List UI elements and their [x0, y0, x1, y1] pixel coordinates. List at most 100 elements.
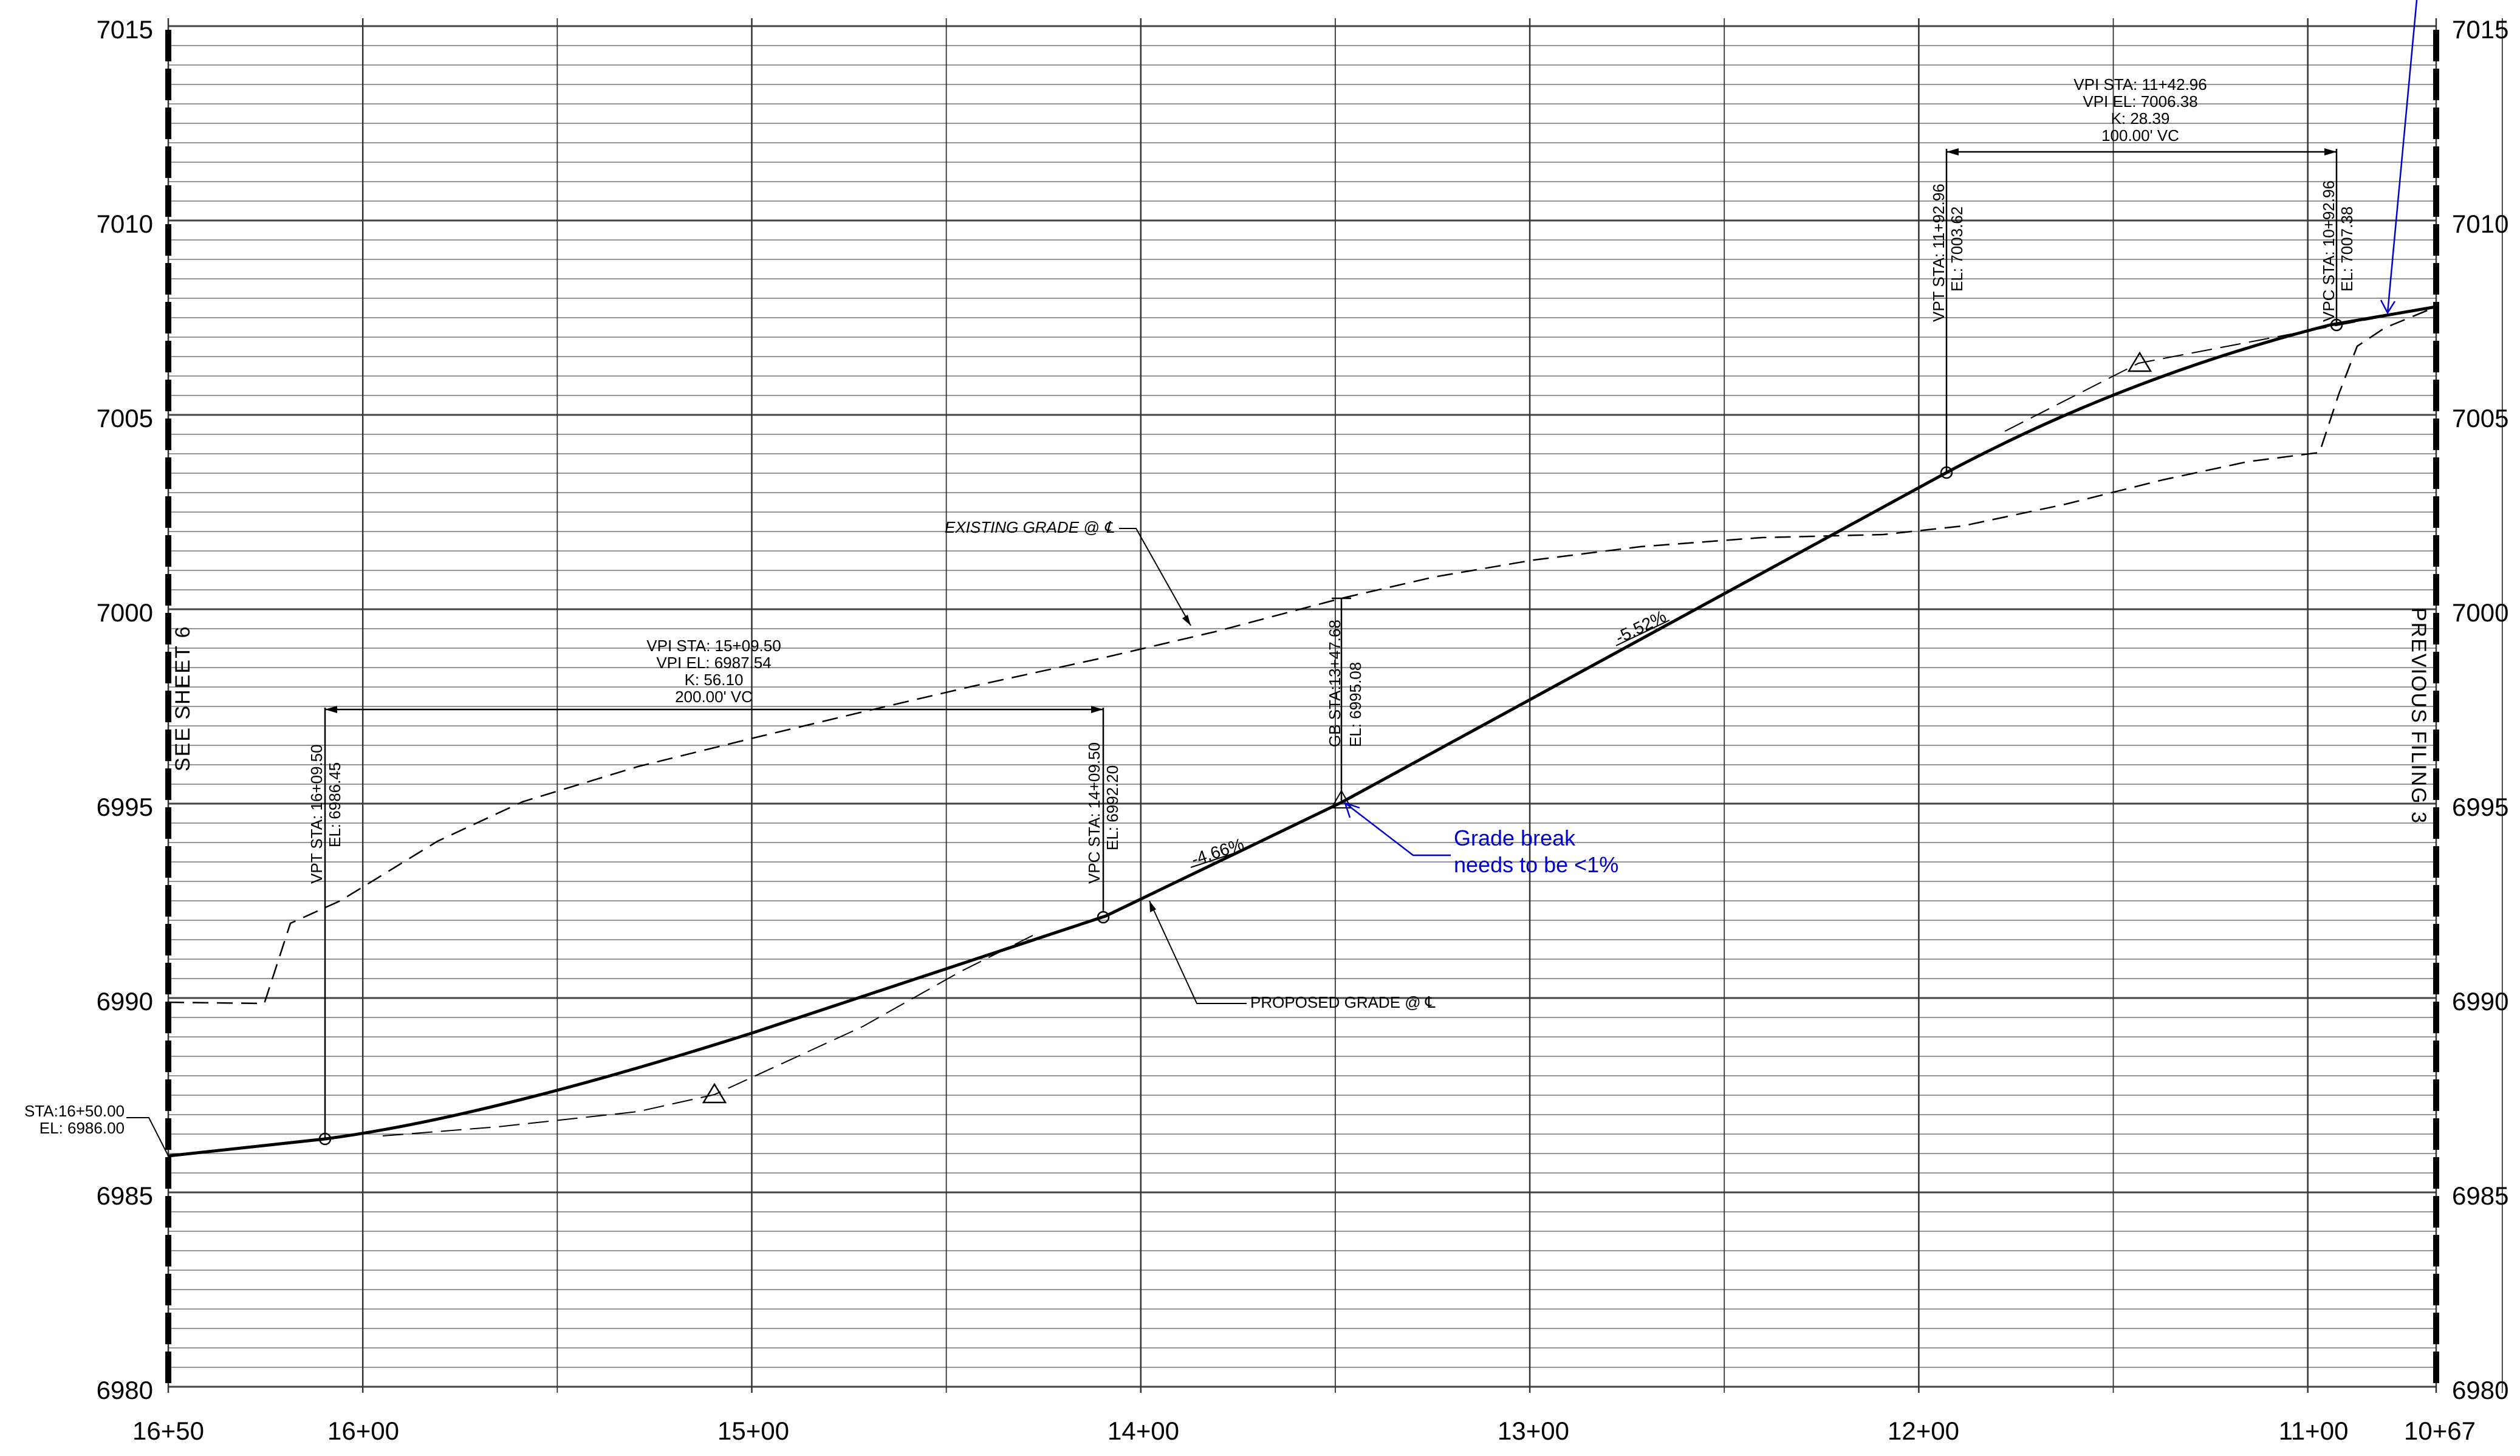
match-line-left-label: SEE SHEET 6	[171, 625, 194, 771]
elev-label-left: 6980	[97, 1376, 153, 1404]
station-label: 14+00	[1108, 1417, 1179, 1445]
station-label: 16+50	[132, 1417, 204, 1445]
start-el: EL: 6986.00	[39, 1119, 125, 1137]
review-comment-leader	[1344, 802, 1451, 856]
border-bar	[2433, 807, 2439, 839]
station-label: 10+67	[2404, 1417, 2476, 1445]
border-bar	[165, 924, 171, 955]
vpi-triangle	[702, 1082, 727, 1104]
vpc-marker	[1097, 911, 1110, 924]
border-bar	[165, 224, 171, 256]
border-bar	[165, 807, 171, 839]
station-label: 15+00	[717, 1417, 789, 1445]
curve1-vpi-sta: VPI STA: 15+09.50	[646, 637, 781, 655]
border-bar	[2433, 1002, 2439, 1033]
border-bar	[165, 263, 171, 295]
elev-label-left: 7000	[97, 598, 153, 627]
border-bar	[165, 1079, 171, 1111]
border-bar	[2433, 1313, 2439, 1344]
border-bar	[2433, 302, 2439, 333]
grid-major-lines	[168, 25, 2436, 1388]
match-line-right-label: PREVIOUS FILING 3	[2407, 607, 2430, 824]
border-bar	[165, 1313, 171, 1344]
border-bar	[165, 1235, 171, 1266]
sheet-border-bars	[165, 30, 2439, 1383]
border-bar	[2433, 108, 2439, 139]
border-bar	[165, 652, 171, 683]
station-label: 13+00	[1498, 1417, 1569, 1445]
existing-grade-line	[168, 306, 2437, 1005]
border-bar	[2433, 1041, 2439, 1072]
elev-label-right: 7010	[2452, 210, 2508, 238]
border-bar	[2433, 1079, 2439, 1111]
border-bar	[165, 1157, 171, 1189]
proposed-grade-label: PROPOSED GRADE @ ℄	[1250, 993, 1436, 1011]
border-bar	[165, 380, 171, 411]
grade-break-triangle	[1330, 789, 1352, 808]
elev-label-left: 6985	[97, 1181, 153, 1210]
border-bar	[165, 1196, 171, 1228]
elev-label-left: 7010	[97, 210, 153, 238]
review-comment-line1: Grade break	[1454, 825, 1576, 850]
grid-minor-lines	[168, 45, 2436, 1368]
curve2-vc: 100.00' VC	[2101, 126, 2179, 145]
border-bar	[165, 1041, 171, 1072]
border-bar	[165, 185, 171, 217]
curve2-vpc-el: EL: 7007.38	[2338, 207, 2356, 292]
grade-break-sta: GB STA:13+47.68	[1326, 620, 1344, 747]
elevation-axis-left: 7015 7010 7005 7000 6995 6990 6985 6980	[97, 15, 153, 1404]
border-bar	[165, 1002, 171, 1033]
border-bar	[2433, 652, 2439, 683]
proposed-grade-line	[168, 305, 2437, 1158]
border-bar	[2433, 69, 2439, 100]
curve2-dimension	[1945, 148, 2338, 473]
border-bar	[2433, 1118, 2439, 1150]
border-bar	[2433, 846, 2439, 878]
grade-label-2-underline	[1615, 620, 1670, 646]
border-bar	[2433, 224, 2439, 256]
border-bar	[165, 1352, 171, 1383]
border-bar	[2433, 457, 2439, 489]
elevation-axis-right: 7015 7010 7005 7000 6995 6990 6985 6980	[2452, 15, 2508, 1404]
border-bar	[2433, 341, 2439, 372]
elev-label-left: 6990	[97, 987, 153, 1016]
border-bar	[2433, 691, 2439, 722]
border-bar	[2433, 380, 2439, 411]
start-point-note: STA:16+50.00 EL: 6986.00	[24, 1102, 169, 1157]
review-comment-arrowhead	[1344, 802, 1360, 818]
border-bar	[165, 341, 171, 372]
review-markup-arrowhead	[2380, 299, 2396, 315]
border-bar	[2433, 768, 2439, 800]
existing-grade-upper-line	[2004, 315, 2388, 432]
existing-grade-leader-arrow	[1182, 615, 1191, 626]
border-bar	[2433, 1157, 2439, 1189]
border-bar	[165, 108, 171, 139]
border-bar	[165, 574, 171, 606]
border-bar	[165, 691, 171, 722]
border-bar	[165, 846, 171, 878]
border-bar	[2433, 963, 2439, 994]
curve1-vpt-label: VPT STA: 16+09.50	[307, 744, 326, 884]
curve1-dimension	[324, 706, 1104, 1139]
border-bar	[2433, 1274, 2439, 1305]
elev-label-right: 6995	[2452, 793, 2508, 821]
border-bar	[165, 1118, 171, 1150]
border-bar	[165, 302, 171, 333]
curve1-k: K: 56.10	[685, 671, 744, 689]
existing-grade-leader	[1119, 528, 1191, 626]
elev-label-right: 6985	[2452, 1181, 2508, 1210]
border-bar	[165, 885, 171, 917]
border-bar	[2433, 574, 2439, 606]
border-bar	[2433, 535, 2439, 567]
border-bar	[2433, 185, 2439, 217]
border-bar	[165, 963, 171, 994]
elev-label-left: 7015	[97, 15, 153, 44]
border-bar	[165, 613, 171, 644]
station-label: 12+00	[1888, 1417, 1959, 1445]
border-bar	[165, 535, 171, 567]
existing-grade-label: EXISTING GRADE @ ℄	[945, 518, 1115, 536]
elev-label-right: 7015	[2452, 15, 2508, 44]
grade-label-1-underline	[1190, 849, 1247, 868]
border-bar	[2433, 1352, 2439, 1383]
station-label: 11+00	[2279, 1417, 2349, 1445]
